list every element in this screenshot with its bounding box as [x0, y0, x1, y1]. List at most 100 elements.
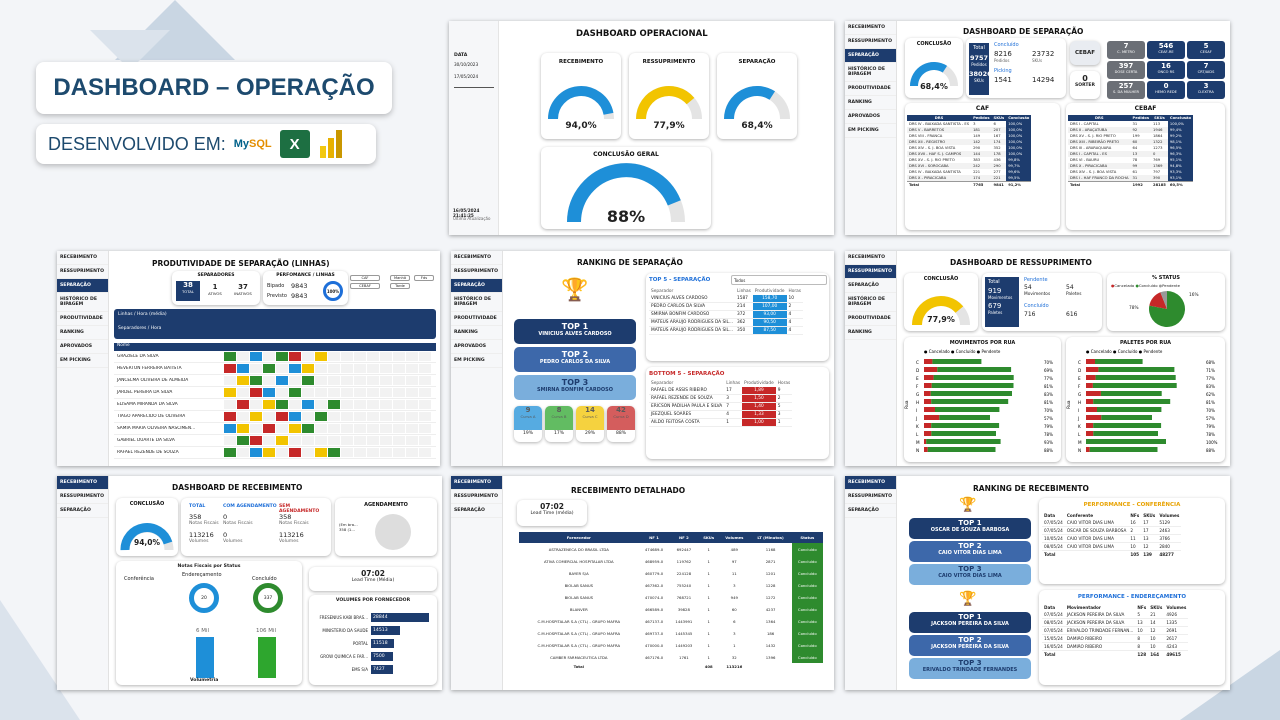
sidebar-item[interactable]: PRODUTIVIDADE	[451, 312, 502, 326]
updated-time: 16/05/2024 21:41:25	[453, 208, 480, 218]
table-row: 10/05/24 CAIO VITOR DIAS LIMA 11 13 3766	[1042, 535, 1182, 543]
sidebar-item[interactable]: RANKING	[451, 326, 502, 340]
sidebar-item[interactable]: PRODUTIVIDADE	[57, 312, 108, 326]
sidebar-item[interactable]: RESSUPRIMENTO	[57, 490, 108, 504]
sidebar-item[interactable]: SEPARAÇÃO	[57, 279, 108, 293]
sidebar-item[interactable]: RESSUPRIMENTO	[57, 265, 108, 279]
sidebar-item[interactable]: RECEBIMENTO	[845, 21, 896, 35]
sidebar-item[interactable]: SEPARAÇÃO	[845, 504, 896, 518]
pct-label: 77%	[1206, 376, 1215, 381]
rank-card-3: TOP 3 ERIVALDO TRINDADE FERNANDES	[909, 658, 1031, 679]
sidebar-item[interactable]: RESSUPRIMENTO	[451, 265, 502, 279]
sidebar-item[interactable]: APROVADOS	[57, 340, 108, 354]
date-to[interactable]: 17/05/2024	[454, 74, 479, 79]
sidebar-item[interactable]: RECEBIMENTO	[57, 476, 108, 490]
sidebar-item[interactable]: RESSUPRIMENTO	[451, 490, 502, 504]
sidebar-item[interactable]: SEPARAÇÃO	[451, 504, 502, 518]
heat-cell	[250, 364, 262, 373]
heat-cell	[276, 412, 288, 421]
bar-cancelado	[1086, 359, 1095, 364]
table-cell: DRS XV - S. J. RIO PRETO	[1070, 134, 1116, 138]
sidebar-item[interactable]: EM PICKING	[845, 124, 896, 138]
tile: 257 S. DA MULHER	[1107, 81, 1145, 99]
heat-cell	[328, 424, 340, 433]
bar-concluido	[1098, 367, 1175, 372]
bar-concluido	[1097, 407, 1162, 412]
sidebar-item[interactable]: RECEBIMENTO	[451, 476, 502, 490]
date-from[interactable]: 30/10/2023	[454, 62, 479, 67]
table-cell: 61	[1132, 170, 1138, 174]
date-slider[interactable]	[454, 87, 494, 88]
gauge-value: 94,0%	[565, 121, 597, 131]
gauge	[723, 85, 790, 120]
sidebar-item[interactable]: RANKING	[845, 326, 896, 340]
table-row: DRS XV - S. J. RIO PRETO 383 436 99,8%	[907, 157, 1032, 163]
table-cell: 769	[1153, 158, 1161, 162]
gauge	[548, 86, 614, 120]
heat-cell	[276, 388, 288, 397]
heat-cell	[289, 412, 301, 421]
heat-cell	[367, 400, 379, 409]
gauge	[636, 86, 702, 120]
heat-cell	[380, 352, 392, 361]
heat-cell	[263, 364, 275, 373]
filter-dropdown[interactable]: Todos	[731, 275, 827, 285]
top5-card: TOP 5 - SEPARAÇÃO Todos Separador Linhas P…	[646, 273, 829, 361]
heat-cell	[276, 436, 288, 445]
panel-dashboard-operacional: DATA 30/10/2023 17/05/2024 16/05/2024 21…	[449, 21, 834, 235]
table-cell: DRS IV - BAIXADA SANTISTA	[909, 170, 961, 174]
sidebar-item[interactable]: PRODUTIVIDADE	[845, 82, 896, 96]
sidebar-item[interactable]: SEPARAÇÃO	[57, 504, 108, 518]
table-row: 07/05/24 CAIO VITOR DIAS LIMA 16 17 5129	[1042, 519, 1182, 527]
table-row: DRS XIV - S. J. BOA VISTA 290 352 100,0%	[907, 145, 1032, 151]
table-row: JEEZQUEL SOARES 4 1,33 3	[649, 410, 793, 419]
heat-cell	[419, 424, 431, 433]
sidebar-item[interactable]: RECEBIMENTO	[451, 251, 502, 265]
heat-cell	[224, 436, 236, 445]
table-row: 07/05/24 ERIVALDO TRINDADE FERNAN... 10 12 2…	[1042, 627, 1189, 635]
heat-cell	[393, 448, 405, 457]
bar-concluido	[937, 367, 1012, 372]
sidebar-item[interactable]: EM PICKING	[451, 354, 502, 368]
table-row: 08/05/24 JACKSON PEREIRA DA SILVA 13 14 1335	[1042, 619, 1189, 627]
column-header: LT (Minutos)	[749, 532, 792, 543]
sidebar-item[interactable]: RESSUPRIMENTO	[845, 490, 896, 504]
table-row: BAYER S/A 460779-0 224128 1 11 1201 Concluído	[519, 567, 823, 579]
sidebar-item[interactable]: PRODUTIVIDADE	[845, 312, 896, 326]
heat-cell	[237, 412, 249, 421]
sidebar-item[interactable]: EM PICKING	[57, 354, 108, 368]
sidebar-item[interactable]: RESSUPRIMENTO	[845, 265, 896, 279]
sidebar-item[interactable]: HISTÓRICO DE BIPAGEM	[57, 293, 108, 312]
sidebar-item[interactable]: APROVADOS	[451, 340, 502, 354]
sidebar-item[interactable]: RECEBIMENTO	[845, 476, 896, 490]
sidebar-item[interactable]: HISTÓRICO DE BIPAGEM	[845, 293, 896, 312]
heat-cell	[341, 376, 353, 385]
concluido-ring: 337	[253, 583, 283, 613]
sidebar-item[interactable]: HISTÓRICO DE BIPAGEM	[845, 63, 896, 82]
gauge-card-1: RECEBIMENTO 94,0%	[541, 53, 621, 139]
total-row: Total 7765 9841 91,2%	[907, 181, 1032, 189]
sidebar-item[interactable]: RANKING	[845, 96, 896, 110]
bar-cancelado	[924, 391, 931, 396]
movimentos-card: MOVIMENTOS POR RUA ● Cancelado ● Concluí…	[904, 337, 1061, 462]
heat-cell	[341, 436, 353, 445]
sidebar-item[interactable]: SEPARAÇÃO	[845, 49, 896, 63]
rank-card-2: TOP 2 PEDRO CARLOS DA SILVA	[514, 347, 636, 372]
sidebar-item[interactable]: APROVADOS	[845, 110, 896, 124]
cebaf-button[interactable]: CEBAF	[1070, 41, 1100, 65]
panel-title: RANKING DE SEPARAÇÃO	[577, 258, 683, 267]
page-title: DASHBOARD – OPERAÇÃO	[53, 74, 375, 101]
sidebar-item[interactable]: HISTÓRICO DE BIPAGEM	[451, 293, 502, 312]
sidebar-item[interactable]: SEPARAÇÃO	[451, 279, 502, 293]
table-cell: 100,0%	[1167, 121, 1194, 127]
sidebar-item[interactable]: RECEBIMENTO	[845, 251, 896, 265]
sidebar-item[interactable]: SEPARAÇÃO	[845, 279, 896, 293]
table-cell: 93,1%	[1167, 175, 1194, 182]
table-row: GRAZIELE DA SILVA	[114, 351, 436, 363]
sidebar-item[interactable]: RECEBIMENTO	[57, 251, 108, 265]
table-cell: 92	[1132, 128, 1138, 132]
sidebar-item[interactable]: RANKING	[57, 326, 108, 340]
volume-bar-concluido	[258, 637, 276, 678]
sidebar-item[interactable]: RESSUPRIMENTO	[845, 35, 896, 49]
tile: 0 HEMO REDE	[1147, 81, 1185, 99]
